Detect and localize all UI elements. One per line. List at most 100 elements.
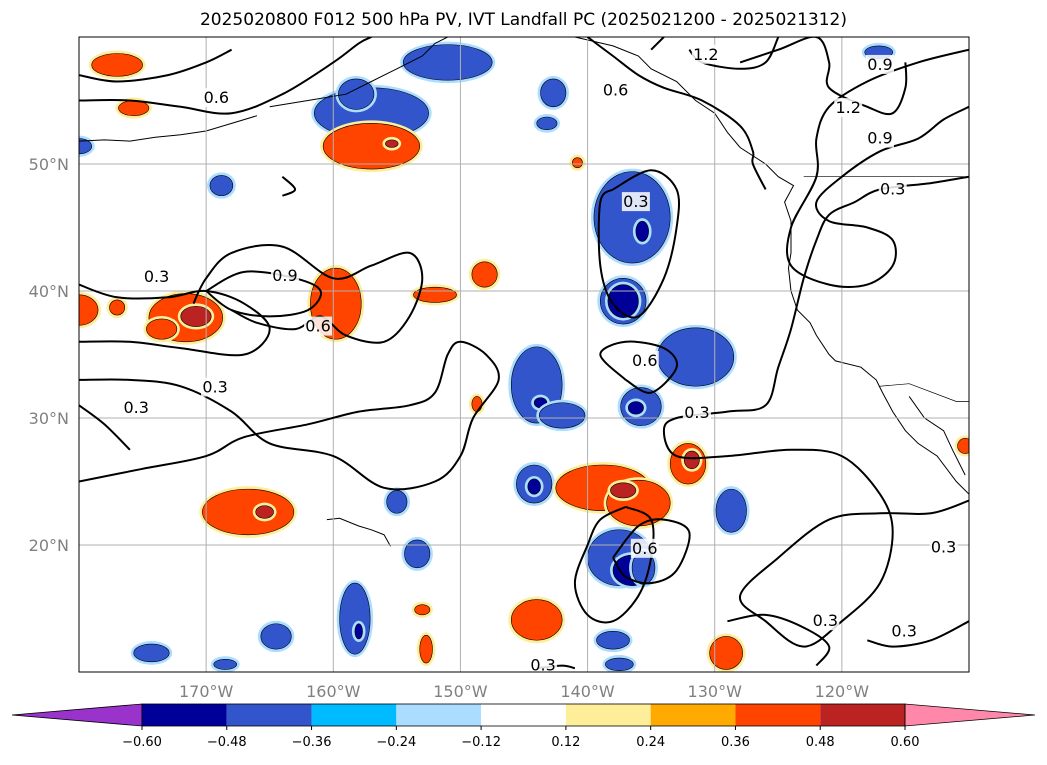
ivt-contour-0p6 (612, 518, 691, 585)
pv-anomaly-layer (79, 41, 969, 672)
pv-anomaly-region (715, 488, 747, 533)
pv-anomaly-region (572, 157, 583, 169)
pv-anomaly-region (91, 53, 143, 77)
colorbar-segment (820, 704, 905, 726)
pv-anomaly-region (610, 482, 637, 499)
lon-tick-label: 140°W (560, 682, 615, 701)
colorbar-tick-label: 0.24 (636, 735, 665, 750)
colorbar-segment (396, 704, 482, 726)
pv-anomaly-region (255, 505, 274, 519)
lon-tick-label: 120°W (815, 682, 870, 701)
ivt-contour-0p9 (205, 270, 322, 318)
pv-anomaly-region (419, 634, 433, 664)
colorbar: −0.60 −0.48 −0.36 −0.24 −0.12 0.12 0.24 0.36 0.4… (11, 703, 1036, 750)
contour-label-bg (890, 621, 919, 641)
colorbar-tick-label: 0.36 (721, 735, 750, 750)
ivt-contour-0p3 (79, 340, 500, 491)
lat-tick-label: 40°N (29, 282, 69, 301)
lon-tick-label: 160°W (306, 682, 361, 701)
contour-label: 0.3 (144, 267, 169, 286)
pv-anomaly-region (385, 139, 399, 148)
gridline-layer (79, 37, 969, 672)
pv-anomaly-region (209, 175, 234, 197)
contour-label-bg (834, 98, 863, 118)
pv-anomaly-region (709, 636, 743, 670)
colorbar-tick-label: −0.48 (207, 735, 247, 750)
colorbar-tick-label: 0.12 (551, 735, 580, 750)
pv-anomaly-region (635, 220, 649, 242)
colorbar-extension-low (11, 703, 143, 727)
contour-label-bg (529, 655, 558, 672)
pv-anomaly-region (627, 401, 644, 415)
contour-label-bg (866, 128, 894, 148)
ivt-contour-0p3 (79, 404, 131, 451)
colorbar-tick-label: 0.60 (891, 735, 920, 750)
pv-anomaly-region (213, 658, 237, 670)
pv-anomaly-region (538, 402, 586, 429)
colorbar-tick-label: −0.60 (122, 735, 162, 750)
contour-label-bg (630, 350, 659, 370)
chart-title: 2025020800 F012 500 hPa PV, IVT Landfall… (199, 10, 847, 30)
contour-label: 0.3 (931, 538, 956, 557)
ivt-contour-0p6 (586, 37, 767, 190)
contour-label: 1.2 (693, 45, 718, 64)
colorbar-segment (311, 704, 397, 726)
contour-label: 0.3 (891, 621, 916, 640)
colorbar-tick-label: −0.12 (461, 735, 501, 750)
contour-label-bg (878, 179, 907, 199)
pv-anomaly-region (354, 623, 363, 640)
ivt-contour-0p6 (192, 244, 424, 344)
pv-anomaly-region (338, 78, 375, 110)
pv-anomaly-region (79, 138, 93, 155)
contour-label: 0.9 (867, 129, 892, 148)
lon-tick-label: 170°W (179, 682, 234, 701)
ivt-contour-0p3 (281, 175, 297, 197)
north-america-coast (574, 37, 969, 495)
latitude-labels: 50°N 40°N 30°N 20°N (29, 155, 69, 555)
contour-label: 0.9 (272, 266, 297, 285)
ivt-contour-0p9 (786, 48, 969, 288)
colorbar-tick-label: −0.24 (376, 735, 416, 750)
colorbar-segment (142, 704, 227, 726)
contour-label-bg (811, 611, 840, 631)
contour-label-bg (682, 402, 711, 422)
contour-label-bg (929, 537, 958, 557)
contour-label: 0.9 (867, 55, 892, 74)
ivt-contour-0p3 (727, 613, 831, 667)
hawaii-islands (326, 517, 391, 547)
pv-anomaly-region (471, 396, 483, 412)
ivt-contour-0p3 (650, 37, 665, 51)
contour-label-bg (142, 267, 171, 287)
pv-anomaly-region (414, 604, 431, 616)
contour-label: 0.3 (202, 378, 227, 397)
longitude-labels: 170°W 160°W 150°W 140°W 130°W 120°W (179, 682, 869, 701)
contour-label-layer: 1.2 0.9 1.2 0.9 0.3 0.6 0.6 0.3 0.9 0.3 0.6 0.6 0.3 0… (122, 44, 958, 675)
contour-label: 0.3 (530, 656, 555, 675)
pv-anomaly-region (109, 299, 126, 316)
contour-label: 0.6 (204, 88, 229, 107)
contour-label-bg (621, 192, 650, 212)
contour-label: 1.2 (835, 98, 860, 117)
pv-anomaly-region (957, 438, 969, 454)
colorbar-segment (735, 704, 821, 726)
colorbar-tick-label: −0.36 (292, 735, 332, 750)
lat-tick-label: 50°N (29, 155, 69, 174)
ivt-contour-0p3 (573, 505, 655, 624)
pv-anomaly-region (527, 478, 541, 495)
alaska-peninsula (269, 37, 448, 108)
baja-gulf-coast (908, 396, 966, 476)
contour-label-bg (601, 80, 630, 100)
colorbar-segment (226, 704, 312, 726)
pv-anomaly-region (593, 171, 671, 264)
ivt-contour-0p6 (79, 37, 372, 115)
pv-anomaly-region (339, 582, 371, 655)
pv-anomaly-region (146, 318, 178, 340)
lat-tick-label: 20°N (29, 536, 69, 555)
pv-anomaly-region (133, 643, 170, 663)
ivt-contour-0p3 (867, 620, 969, 648)
ivt-contour-0p3 (79, 283, 271, 357)
pv-anomaly-region (657, 327, 735, 387)
colorbar-segment (481, 704, 566, 726)
contour-label-bg (202, 87, 231, 107)
